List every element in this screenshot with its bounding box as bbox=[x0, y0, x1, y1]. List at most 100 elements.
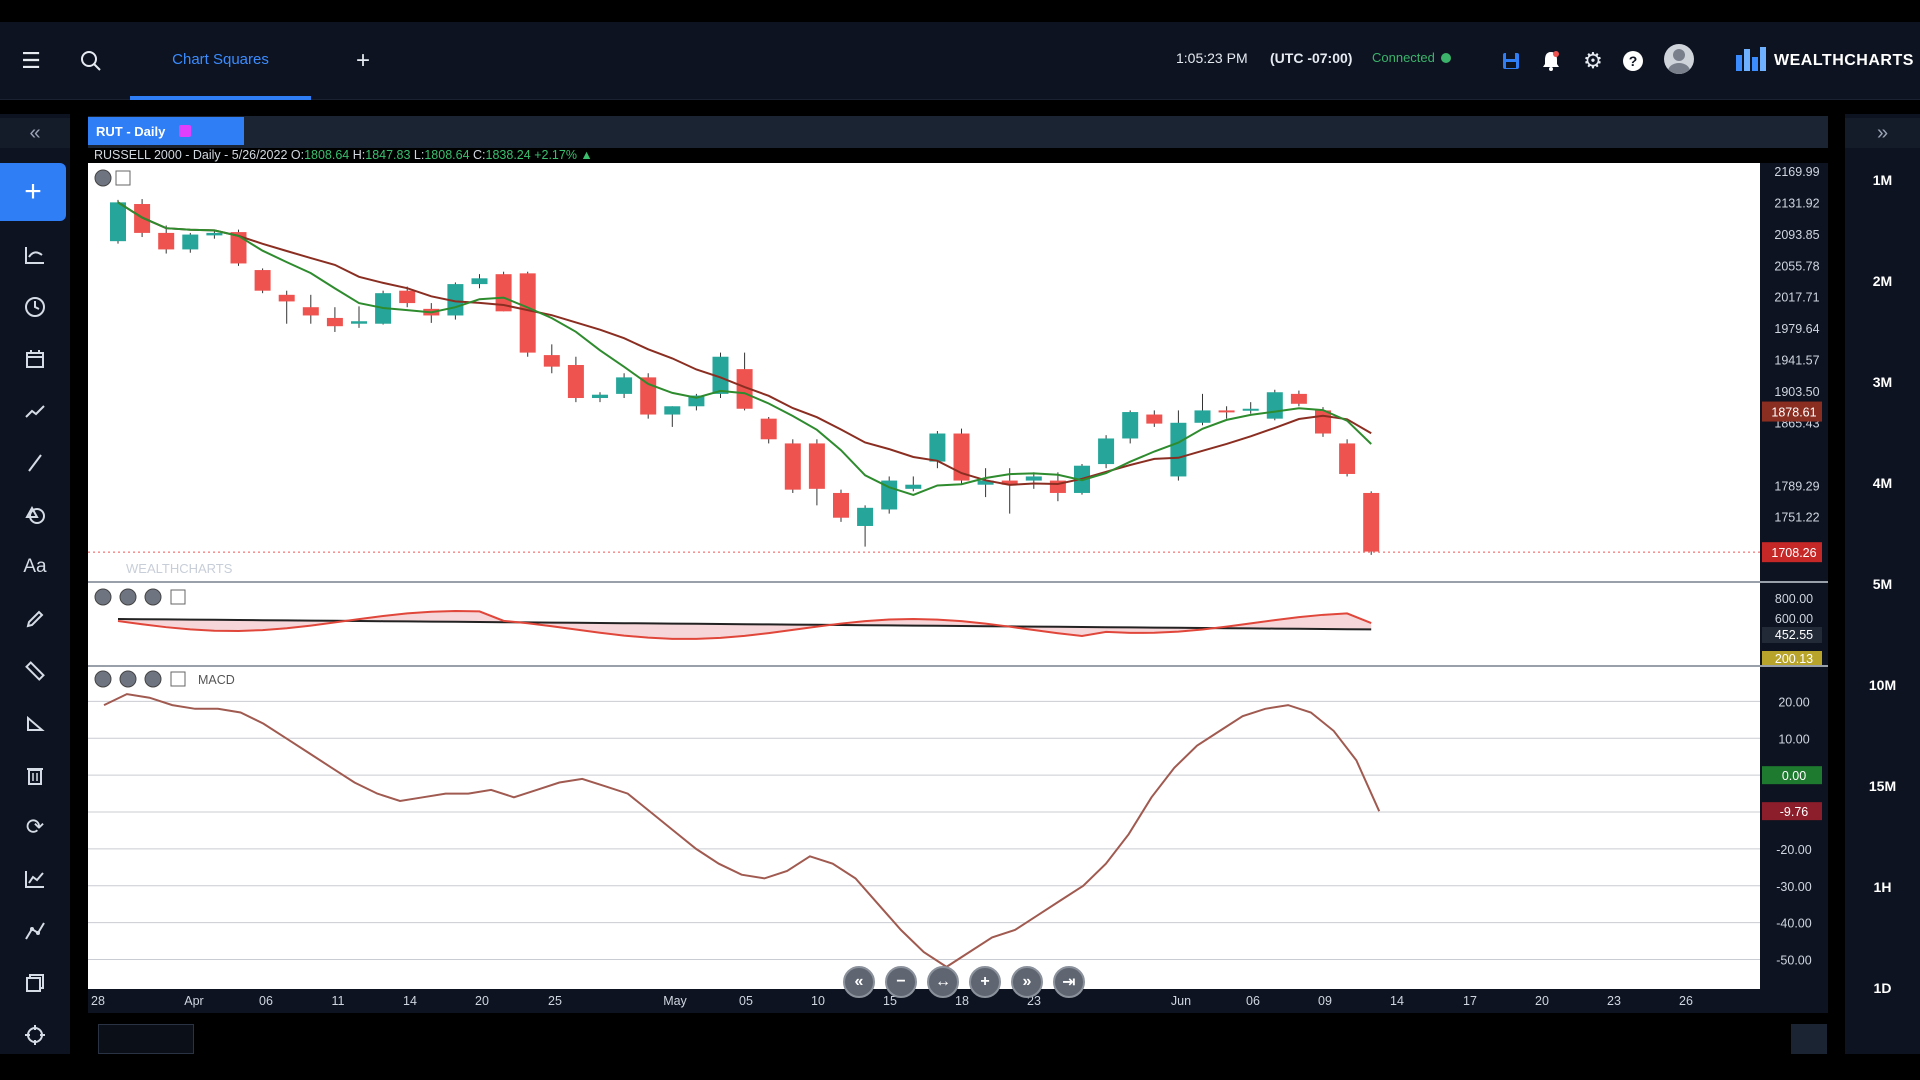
target-icon[interactable] bbox=[18, 1018, 52, 1052]
chart-nav-controls: « − ↔ + » ⇥ bbox=[843, 966, 1085, 998]
timeframe-1m[interactable]: 1M bbox=[1872, 172, 1893, 188]
status-dot-icon bbox=[1440, 52, 1451, 63]
menu-icon[interactable]: ☰ bbox=[21, 48, 41, 73]
indicator-icon[interactable] bbox=[18, 238, 52, 272]
collapse-right-icon[interactable]: » bbox=[1845, 118, 1920, 148]
macd-pane[interactable] bbox=[88, 667, 1760, 989]
ohlc-low: 1808.64 bbox=[424, 148, 470, 162]
pane-down-icon[interactable] bbox=[119, 588, 137, 606]
bell-icon[interactable] bbox=[1534, 44, 1568, 78]
price-axis-label: 1903.50 bbox=[1774, 385, 1819, 399]
ohlc-readout: RUSSELL 2000 - Daily - 5/26/2022 O:1808.… bbox=[94, 148, 593, 162]
time-axis-label: 14 bbox=[1390, 994, 1404, 1008]
trend-icon[interactable] bbox=[18, 394, 52, 428]
pane-add-icon[interactable] bbox=[170, 589, 186, 605]
time-axis-label: 23 bbox=[1607, 994, 1621, 1008]
curve-icon[interactable] bbox=[18, 914, 52, 948]
bottom-panel-box[interactable] bbox=[98, 1024, 194, 1054]
add-drawing-icon[interactable]: + bbox=[0, 163, 66, 221]
layers-icon[interactable] bbox=[18, 966, 52, 1000]
scroll-right-icon[interactable]: » bbox=[1011, 966, 1043, 998]
candle-body bbox=[953, 433, 970, 481]
text-icon[interactable]: Aa bbox=[23, 556, 47, 577]
pane-hide-icon[interactable] bbox=[94, 588, 112, 606]
candle-body bbox=[1098, 438, 1115, 465]
collapse-left-icon[interactable]: « bbox=[0, 118, 70, 148]
ohlc-close-label: C: bbox=[469, 148, 486, 162]
price-chart[interactable]: 2169.99 2131.92 2093.85 2055.78 2017.71 1979.… bbox=[88, 163, 1828, 1023]
timeframe-10m[interactable]: 10M bbox=[1868, 677, 1897, 693]
price-pane[interactable] bbox=[88, 163, 1760, 581]
left-toolbar bbox=[0, 114, 70, 1054]
pane-up-icon[interactable] bbox=[144, 588, 162, 606]
time-axis-label: 06 bbox=[1246, 994, 1260, 1008]
go-to-latest-icon[interactable]: ⇥ bbox=[1053, 966, 1085, 998]
indicator-black-line bbox=[117, 618, 1372, 631]
refresh-icon[interactable]: ⟳ bbox=[25, 814, 45, 839]
chart-tab-rut-daily[interactable]: RUT - Daily bbox=[88, 117, 244, 145]
timeframe-1h[interactable]: 1H bbox=[1873, 879, 1892, 895]
ruler-icon[interactable] bbox=[18, 654, 52, 688]
ohlc-high-label: H: bbox=[349, 148, 366, 162]
pane-hide-icon[interactable] bbox=[94, 169, 112, 187]
clock-icon[interactable] bbox=[18, 290, 52, 324]
time-axis-label: 26 bbox=[1679, 994, 1693, 1008]
right-panel bbox=[1845, 114, 1920, 1054]
ohlc-change: +2.17% bbox=[534, 148, 577, 162]
fit-icon[interactable]: ↔ bbox=[927, 966, 959, 998]
time-axis-label: 15 bbox=[883, 994, 897, 1008]
price-axis-label: 1979.64 bbox=[1774, 322, 1819, 336]
line-icon[interactable] bbox=[18, 446, 52, 480]
wealthcharts-logo-icon bbox=[1734, 45, 1768, 78]
pane-add-icon[interactable] bbox=[115, 170, 131, 186]
timeframe-2m[interactable]: 2M bbox=[1872, 273, 1893, 289]
timeframe-3m[interactable]: 3M bbox=[1872, 374, 1893, 390]
pencil-icon[interactable] bbox=[18, 602, 52, 636]
tab-chart-squares[interactable]: Chart Squares bbox=[130, 22, 311, 100]
search-icon[interactable] bbox=[74, 44, 108, 78]
time-axis-label: 11 bbox=[332, 994, 345, 1008]
indicator-axis-label: 200.13 bbox=[1775, 652, 1813, 666]
pane-hide-icon[interactable] bbox=[94, 670, 112, 688]
chart-line-icon[interactable] bbox=[18, 862, 52, 896]
avatar[interactable] bbox=[1664, 44, 1694, 74]
timeframe-4m[interactable]: 4M bbox=[1872, 475, 1893, 491]
macd-axis-label: 0.00 bbox=[1782, 769, 1806, 783]
candle-body bbox=[351, 321, 367, 324]
gear-icon[interactable]: ⚙ bbox=[1583, 48, 1603, 73]
pane-up-icon[interactable] bbox=[144, 670, 162, 688]
ohlc-open: 1808.64 bbox=[304, 148, 350, 162]
candle-body bbox=[857, 507, 874, 526]
candle-body bbox=[592, 394, 608, 399]
candle-body bbox=[616, 377, 633, 394]
price-axis-label: 2131.92 bbox=[1774, 196, 1819, 210]
zoom-out-icon[interactable]: − bbox=[885, 966, 917, 998]
zoom-in-icon[interactable]: + bbox=[969, 966, 1001, 998]
add-tab-icon[interactable]: + bbox=[355, 47, 370, 74]
svg-text:?: ? bbox=[1629, 53, 1638, 69]
bottom-corner-square[interactable] bbox=[1791, 1024, 1827, 1054]
macd-axis-label: -20.00 bbox=[1776, 843, 1811, 857]
brand-name: WEALTHCHARTS bbox=[1774, 52, 1914, 69]
chart-tab-label: RUT - Daily bbox=[96, 123, 166, 139]
shapes-icon[interactable] bbox=[18, 498, 52, 532]
timeframe-15m[interactable]: 15M bbox=[1868, 778, 1897, 794]
pane-collapse-icon[interactable] bbox=[170, 671, 186, 687]
save-icon[interactable] bbox=[1494, 44, 1528, 78]
trash-icon[interactable] bbox=[18, 758, 52, 792]
macd-axis-label: 20.00 bbox=[1778, 695, 1809, 709]
pane-down-icon[interactable] bbox=[119, 670, 137, 688]
color-square-icon[interactable] bbox=[179, 125, 192, 137]
candle-body bbox=[1363, 492, 1380, 552]
measure-icon[interactable] bbox=[18, 706, 52, 740]
macd-axis-label: -30.00 bbox=[1776, 880, 1811, 894]
calendar-icon[interactable] bbox=[18, 342, 52, 376]
time-axis-label: 06 bbox=[259, 994, 273, 1008]
timeframe-1d[interactable]: 1D bbox=[1873, 980, 1892, 996]
help-icon[interactable]: ? bbox=[1616, 44, 1650, 78]
timeframe-5m[interactable]: 5M bbox=[1872, 576, 1893, 592]
price-axis-label: 1789.29 bbox=[1774, 479, 1819, 493]
candle-body bbox=[1290, 393, 1307, 404]
candle-body bbox=[1266, 392, 1283, 419]
scroll-left-icon[interactable]: « bbox=[843, 966, 875, 998]
